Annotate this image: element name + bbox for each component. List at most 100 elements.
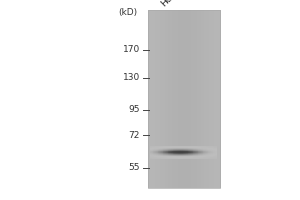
Bar [158,153,159,154]
Bar [208,149,210,150]
Bar [188,154,190,155]
Bar [186,156,187,157]
Bar [167,10,169,188]
Bar [190,154,191,155]
Bar [185,147,186,148]
Bar [184,154,185,155]
Bar [168,154,169,155]
Bar [169,152,170,153]
Bar [183,146,184,147]
Bar [213,10,214,188]
Bar [162,10,164,188]
Bar [190,151,191,152]
Bar [178,150,179,151]
Bar [199,154,200,155]
Bar [214,149,215,150]
Bar [204,150,206,151]
Bar [193,147,194,148]
Bar [199,146,200,147]
Bar [216,153,217,154]
Bar [167,151,169,152]
Bar [172,148,173,149]
Bar [174,157,175,158]
Bar [195,10,197,188]
Bar [172,149,174,150]
Bar [167,151,169,152]
Bar [187,156,188,157]
Bar [183,156,184,157]
Bar [197,149,198,150]
Bar [195,149,196,150]
Bar [156,149,157,150]
Bar [191,148,192,149]
Bar [152,151,154,152]
Bar [201,146,202,147]
Bar [171,150,172,151]
Bar [156,151,157,152]
Text: 55: 55 [128,164,140,172]
Bar [150,153,151,154]
Bar [172,157,174,158]
Bar [167,158,168,159]
Bar [158,157,160,158]
Bar [214,146,215,147]
Bar [194,147,195,148]
Bar [214,153,215,154]
Bar [156,155,157,156]
Bar [200,146,201,147]
Bar [197,154,198,155]
Bar [190,156,191,157]
Bar [180,147,181,148]
Bar [183,154,184,155]
Bar [153,147,154,148]
Bar [166,153,167,154]
Bar [215,152,216,153]
Bar [152,147,154,148]
Bar [168,153,169,154]
Bar [205,150,206,151]
Bar [206,148,207,149]
Bar [185,149,186,150]
Bar [182,158,183,159]
Bar [162,158,163,159]
Bar [207,146,208,147]
Bar [173,153,175,154]
Bar [152,147,154,148]
Bar [194,156,195,157]
Bar [187,157,188,158]
Bar [204,154,206,155]
Bar [194,154,195,155]
Bar [200,149,201,150]
Bar [162,149,163,150]
Bar [158,147,160,148]
Bar [196,147,197,148]
Bar [154,155,155,156]
Bar [182,147,183,148]
Bar [167,155,168,156]
Bar [175,153,176,154]
Bar [200,148,201,149]
Bar [183,148,184,149]
Bar [207,153,208,154]
Bar [169,146,170,147]
Bar [170,156,171,157]
Bar [179,156,180,157]
Bar [155,148,156,149]
Bar [192,155,193,156]
Bar [208,150,210,151]
Bar [198,149,199,150]
Bar [176,150,177,151]
Bar [171,147,172,148]
Bar [178,146,179,147]
Bar [200,147,201,148]
Bar [193,152,194,153]
Bar [154,157,155,158]
Bar [188,153,189,154]
Bar [178,150,179,151]
Bar [169,153,170,154]
Bar [185,151,186,152]
Bar [214,10,216,188]
Bar [213,157,214,158]
Bar [158,155,159,156]
Bar [186,147,187,148]
